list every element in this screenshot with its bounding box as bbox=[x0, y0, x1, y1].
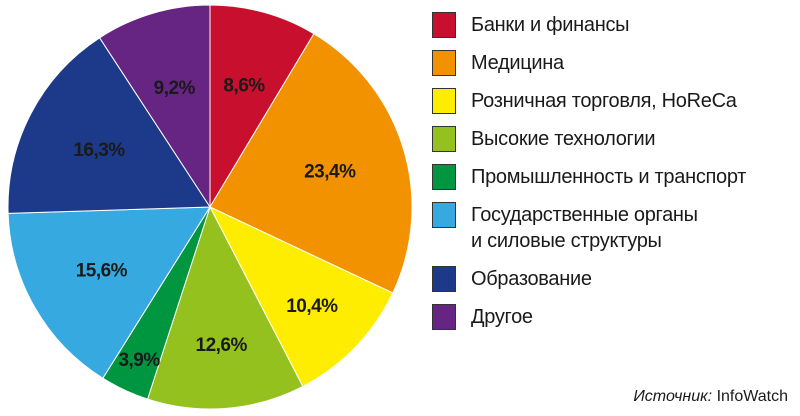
slice-value-label: 10,4% bbox=[286, 296, 338, 317]
slice-value-label: 16,3% bbox=[73, 140, 125, 161]
legend-swatch bbox=[432, 266, 456, 292]
legend-item: Государственные органы и силовые структу… bbox=[432, 202, 792, 254]
legend: Банки и финансы Медицина Розничная торговл… bbox=[432, 12, 792, 342]
pie-slice bbox=[7, 37, 211, 214]
pie-slice bbox=[208, 205, 394, 388]
legend-swatch bbox=[432, 12, 456, 38]
source-note: Источник: InfoWatch bbox=[633, 388, 788, 406]
legend-swatch bbox=[432, 202, 456, 228]
slice-value-label: 9,2% bbox=[154, 78, 196, 99]
pie-slices bbox=[7, 4, 413, 410]
source-label: Источник: bbox=[633, 388, 713, 405]
legend-label: Промышленность и транспорт bbox=[471, 166, 747, 188]
legend-item: Банки и финансы bbox=[432, 12, 792, 38]
legend-item: Промышленность и транспорт bbox=[432, 164, 792, 190]
source-value: InfoWatch bbox=[716, 388, 788, 405]
legend-label: Государственные органы и силовые структу… bbox=[471, 204, 698, 252]
legend-swatch bbox=[432, 126, 456, 152]
legend-label: Другое bbox=[471, 306, 533, 328]
legend-item: Медицина bbox=[432, 50, 792, 76]
pie-slice bbox=[209, 33, 413, 294]
legend-label: Высокие технологии bbox=[471, 128, 656, 150]
legend-item: Другое bbox=[432, 304, 792, 330]
slice-value-label: 3,9% bbox=[118, 350, 160, 371]
slice-value-label: 23,4% bbox=[304, 162, 356, 183]
legend-label: Банки и финансы bbox=[471, 14, 630, 36]
legend-swatch bbox=[432, 164, 456, 190]
legend-label: Розничная торговля, HoReCa bbox=[471, 90, 737, 112]
pie-slice bbox=[146, 205, 304, 410]
legend-label: Образование bbox=[471, 268, 592, 290]
legend-swatch bbox=[432, 50, 456, 76]
slice-value-label: 15,6% bbox=[76, 260, 128, 281]
legend-swatch bbox=[432, 88, 456, 114]
pie-slice bbox=[209, 4, 315, 209]
legend-item: Высокие технологии bbox=[432, 126, 792, 152]
slice-value-label: 8,6% bbox=[223, 75, 265, 96]
slice-value-label: 12,6% bbox=[196, 335, 248, 356]
legend-item: Образование bbox=[432, 266, 792, 292]
pie-labels: 8,6% 23,4% 10,4% 12,6% 3,9% 15,6% 16,3% 9,2% bbox=[73, 75, 356, 371]
legend-item: Розничная торговля, HoReCa bbox=[432, 88, 792, 114]
pie-slice bbox=[7, 206, 211, 379]
pie-slice bbox=[98, 4, 211, 209]
legend-swatch bbox=[432, 304, 456, 330]
legend-label: Медицина bbox=[471, 52, 564, 74]
